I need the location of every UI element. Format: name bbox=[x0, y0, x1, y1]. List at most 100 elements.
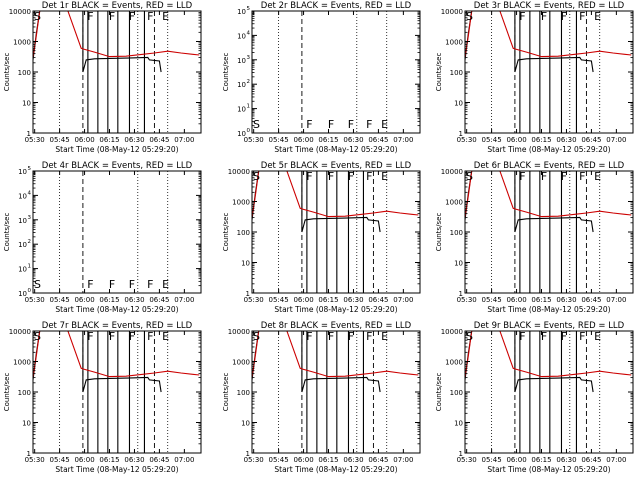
x-tick-label: 05:30 bbox=[25, 456, 45, 464]
x-axis-label: Start Time (08-May-12 05:29:20) bbox=[274, 145, 397, 154]
y-tick-label: 1000 bbox=[13, 359, 31, 367]
y-tick-label: 10 bbox=[454, 420, 463, 428]
y-tick-label: 10 bbox=[18, 241, 27, 249]
y-tick-label: 100 bbox=[450, 229, 463, 237]
event-letter-f: F bbox=[306, 118, 312, 131]
x-tick-label: 06:45 bbox=[368, 296, 388, 304]
y-tick-label: 10 bbox=[237, 8, 246, 16]
x-tick-label: 05:30 bbox=[244, 456, 264, 464]
x-tick-label: 06:30 bbox=[556, 296, 576, 304]
event-letter-f: F bbox=[306, 170, 312, 183]
x-tick-label: 06:30 bbox=[124, 456, 144, 464]
detector-panel: Det 2r BLACK = Events, RED = LLD Counts/s… bbox=[222, 1, 421, 154]
y-tick-exponent: 1 bbox=[247, 104, 251, 110]
event-letter-s: S bbox=[466, 170, 473, 183]
event-letter-f: F bbox=[147, 330, 153, 343]
event-letter-f: F bbox=[147, 10, 153, 23]
y-tick-label: 1000 bbox=[445, 199, 463, 207]
y-tick-label: 100 bbox=[18, 389, 31, 397]
x-tick-label: 06:15 bbox=[99, 456, 119, 464]
lld-series-line bbox=[252, 331, 419, 378]
x-tick-label: 05:45 bbox=[482, 456, 502, 464]
y-tick-label: 10 bbox=[237, 57, 246, 65]
panel-title: Det 8r BLACK = Events, RED = LLD bbox=[261, 321, 412, 331]
y-tick-label: 10 bbox=[454, 260, 463, 268]
y-tick-label: 10 bbox=[18, 217, 27, 225]
events-series-line bbox=[465, 331, 594, 393]
plot-frame bbox=[464, 10, 634, 134]
x-axis-label: Start Time (08-May-12 05:29:20) bbox=[274, 305, 397, 314]
x-tick-label: 05:30 bbox=[457, 296, 477, 304]
event-letter-e: E bbox=[162, 10, 169, 23]
event-letter-f: F bbox=[366, 170, 372, 183]
plot-frame bbox=[32, 10, 202, 134]
x-tick-label: 06:00 bbox=[74, 296, 94, 304]
x-tick-label: 06:15 bbox=[318, 136, 338, 144]
lld-series-line bbox=[465, 11, 632, 58]
panel-title: Det 2r BLACK = Events, RED = LLD bbox=[261, 1, 412, 11]
y-tick-label: 1 bbox=[459, 450, 463, 458]
x-tick-label: 06:45 bbox=[581, 456, 601, 464]
x-tick-label: 06:00 bbox=[293, 456, 313, 464]
y-tick-exponent: 0 bbox=[247, 128, 251, 134]
event-letter-f: F bbox=[129, 330, 135, 343]
y-tick-exponent: 2 bbox=[28, 239, 32, 245]
x-tick-label: 06:00 bbox=[74, 136, 94, 144]
y-tick-label: 1 bbox=[27, 450, 31, 458]
y-tick-exponent: 4 bbox=[247, 30, 251, 36]
event-letter-s: S bbox=[466, 330, 473, 343]
y-tick-label: 100 bbox=[18, 69, 31, 77]
x-tick-label: 07:00 bbox=[393, 296, 413, 304]
event-letter-f: F bbox=[87, 278, 93, 291]
y-tick-exponent: 5 bbox=[247, 6, 251, 12]
y-tick-exponent: 3 bbox=[247, 55, 251, 61]
x-axis-label: Start Time (08-May-12 05:29:20) bbox=[487, 145, 610, 154]
event-letter-s: S bbox=[253, 118, 260, 131]
panel-title: Det 6r BLACK = Events, RED = LLD bbox=[474, 161, 625, 171]
plot-frame bbox=[251, 10, 421, 134]
x-tick-label: 06:45 bbox=[368, 456, 388, 464]
x-tick-label: 06:15 bbox=[99, 296, 119, 304]
lld-series-line bbox=[33, 331, 200, 378]
x-tick-label: 06:45 bbox=[581, 296, 601, 304]
x-tick-label: 06:30 bbox=[343, 456, 363, 464]
x-tick-label: 06:30 bbox=[124, 136, 144, 144]
event-letter-f: F bbox=[87, 330, 93, 343]
x-tick-label: 06:45 bbox=[149, 136, 169, 144]
x-tick-label: 07:00 bbox=[174, 136, 194, 144]
event-letter-s: S bbox=[34, 278, 41, 291]
y-axis-label: Counts/sec bbox=[222, 53, 230, 92]
plot-frame bbox=[251, 330, 421, 454]
panel-title: Det 4r BLACK = Events, RED = LLD bbox=[42, 161, 193, 171]
x-axis-label: Start Time (08-May-12 05:29:20) bbox=[274, 465, 397, 474]
x-tick-label: 05:45 bbox=[50, 136, 70, 144]
x-tick-label: 06:15 bbox=[99, 136, 119, 144]
event-letter-s: S bbox=[253, 170, 260, 183]
event-letter-f: F bbox=[579, 170, 585, 183]
y-tick-exponent: 5 bbox=[28, 166, 32, 172]
x-tick-label: 06:00 bbox=[293, 296, 313, 304]
y-tick-label: 10 bbox=[237, 81, 246, 89]
detector-panel: Det 6r BLACK = Events, RED = LLD Counts/s… bbox=[435, 161, 634, 314]
x-tick-label: 06:30 bbox=[556, 456, 576, 464]
x-tick-label: 07:00 bbox=[393, 456, 413, 464]
event-letter-s: S bbox=[34, 10, 41, 23]
event-letter-s: S bbox=[253, 330, 260, 343]
y-tick-label: 100 bbox=[237, 389, 250, 397]
plot-frame bbox=[32, 170, 202, 294]
x-tick-label: 07:00 bbox=[174, 456, 194, 464]
y-axis-label: Counts/sec bbox=[222, 213, 230, 252]
marker-lines bbox=[465, 171, 632, 293]
events-series-line bbox=[252, 171, 381, 233]
x-tick-label: 06:15 bbox=[318, 296, 338, 304]
event-letter-f: F bbox=[348, 118, 354, 131]
x-tick-label: 05:45 bbox=[269, 296, 289, 304]
plot-frame bbox=[464, 330, 634, 454]
y-tick-label: 10 bbox=[237, 130, 246, 138]
y-tick-label: 100 bbox=[450, 69, 463, 77]
detector-panel: Det 9r BLACK = Events, RED = LLD Counts/s… bbox=[435, 321, 634, 474]
y-tick-label: 10 bbox=[18, 168, 27, 176]
y-tick-label: 10 bbox=[22, 100, 31, 108]
marker-lines bbox=[33, 11, 200, 133]
